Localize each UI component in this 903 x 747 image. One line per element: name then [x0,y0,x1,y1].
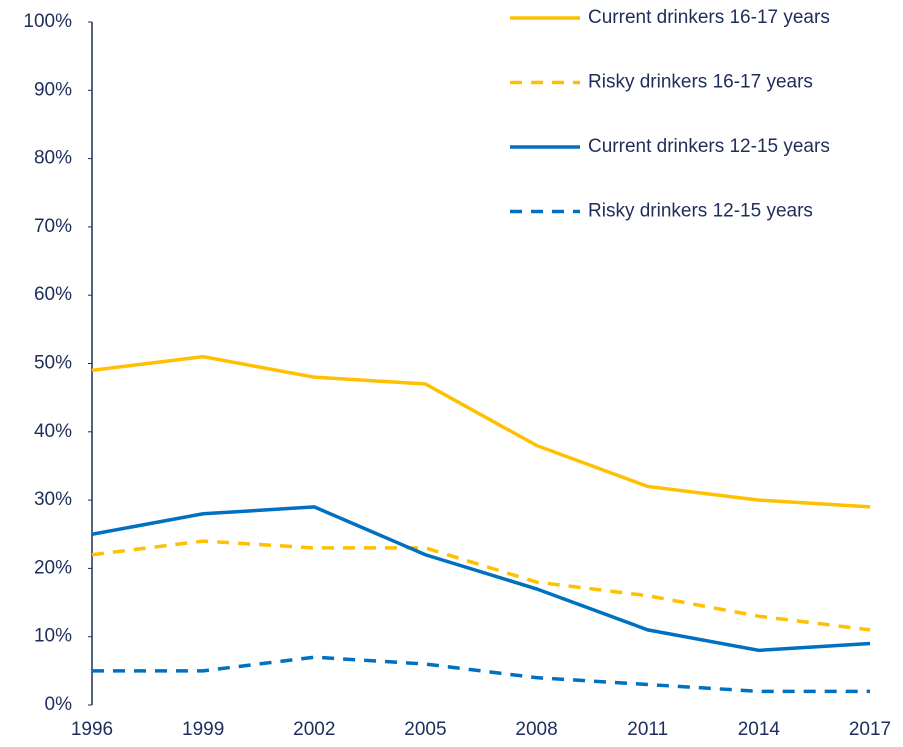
x-tick-label: 2014 [738,719,781,740]
line [91,505,871,653]
line [91,539,871,632]
x-tick-label: 1999 [182,719,224,740]
legend-label: Current drinkers 12-15 years [588,136,830,157]
legend-label: Current drinkers 16-17 years [588,7,830,28]
y-tick-label: 80% [34,148,72,169]
y-tick-label: 40% [34,421,72,442]
line [91,354,871,509]
y-tick-label: 70% [34,216,72,237]
legend-label: Risky drinkers 16-17 years [588,72,813,93]
x-tick-label: 2017 [849,719,891,740]
x-tick-label: 2005 [404,719,446,740]
x-tick-label: 2008 [515,719,557,740]
y-tick-label: 20% [34,557,72,578]
y-tick-label: 30% [34,489,72,510]
y-tick-label: 60% [34,284,72,305]
y-tick-label: 90% [34,79,72,100]
x-tick-label: 2002 [293,719,335,740]
x-tick-label: 1996 [71,719,113,740]
y-tick-label: 10% [34,626,72,647]
x-tick-label: 2011 [627,719,668,740]
y-tick-label: 50% [34,353,72,374]
y-tick-label: 100% [23,11,72,32]
y-tick-label: 0% [45,694,73,715]
line [92,655,870,694]
legend-label: Risky drinkers 12-15 years [588,201,813,222]
